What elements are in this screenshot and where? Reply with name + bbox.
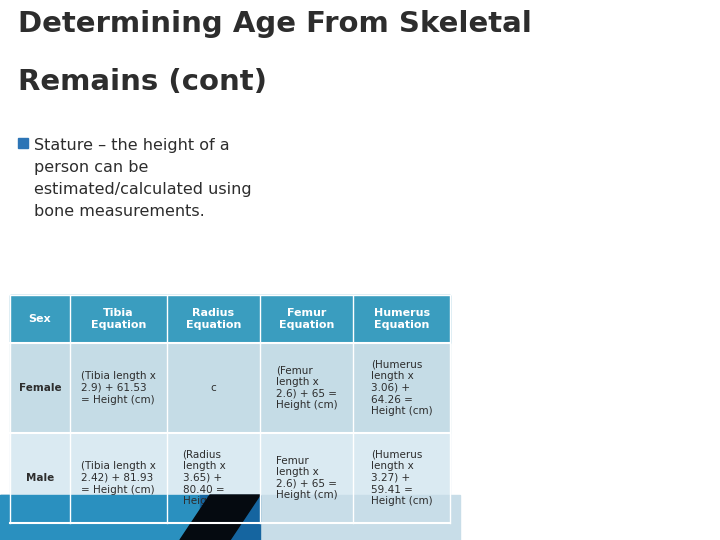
Text: Radius
Equation: Radius Equation xyxy=(186,308,241,330)
Bar xyxy=(70,295,166,343)
Bar xyxy=(18,138,28,148)
Text: Humerus
Equation: Humerus Equation xyxy=(374,308,430,330)
Bar xyxy=(10,295,70,343)
Bar xyxy=(200,495,260,540)
Text: (Humerus
length x
3.27) +
59.41 =
Height (cm): (Humerus length x 3.27) + 59.41 = Height… xyxy=(371,450,433,506)
Text: (Tibia length x
2.9) + 61.53
= Height (cm): (Tibia length x 2.9) + 61.53 = Height (c… xyxy=(81,372,156,404)
Bar xyxy=(166,295,260,343)
Bar xyxy=(0,495,380,540)
Bar xyxy=(10,343,450,433)
Bar xyxy=(0,495,200,540)
Text: c: c xyxy=(210,383,216,393)
Text: (Femur
length x
2.6) + 65 =
Height (cm): (Femur length x 2.6) + 65 = Height (cm) xyxy=(276,366,338,410)
Bar xyxy=(10,433,450,523)
Text: bone measurements.: bone measurements. xyxy=(34,204,204,219)
Text: Femur
length x
2.6) + 65 =
Height (cm): Femur length x 2.6) + 65 = Height (cm) xyxy=(276,456,338,501)
Text: Remains (cont): Remains (cont) xyxy=(18,68,267,96)
Text: person can be: person can be xyxy=(34,160,148,175)
Bar xyxy=(260,495,460,540)
Bar xyxy=(260,295,354,343)
Polygon shape xyxy=(180,495,260,540)
Text: (Radius
length x
3.65) +
80.40 =
Height (cm): (Radius length x 3.65) + 80.40 = Height … xyxy=(183,450,244,506)
Text: (Tibia length x
2.42) + 81.93
= Height (cm): (Tibia length x 2.42) + 81.93 = Height (… xyxy=(81,461,156,495)
Text: Male: Male xyxy=(26,473,54,483)
Text: Femur
Equation: Femur Equation xyxy=(279,308,334,330)
Text: Stature – the height of a: Stature – the height of a xyxy=(34,138,230,153)
Text: estimated/calculated using: estimated/calculated using xyxy=(34,182,251,197)
Text: Tibia
Equation: Tibia Equation xyxy=(91,308,146,330)
Text: (Humerus
length x
3.06) +
64.26 =
Height (cm): (Humerus length x 3.06) + 64.26 = Height… xyxy=(371,360,433,416)
Text: Determining Age From Skeletal: Determining Age From Skeletal xyxy=(18,10,532,38)
Text: Sex: Sex xyxy=(29,314,51,324)
Bar xyxy=(354,295,450,343)
Text: Female: Female xyxy=(19,383,61,393)
